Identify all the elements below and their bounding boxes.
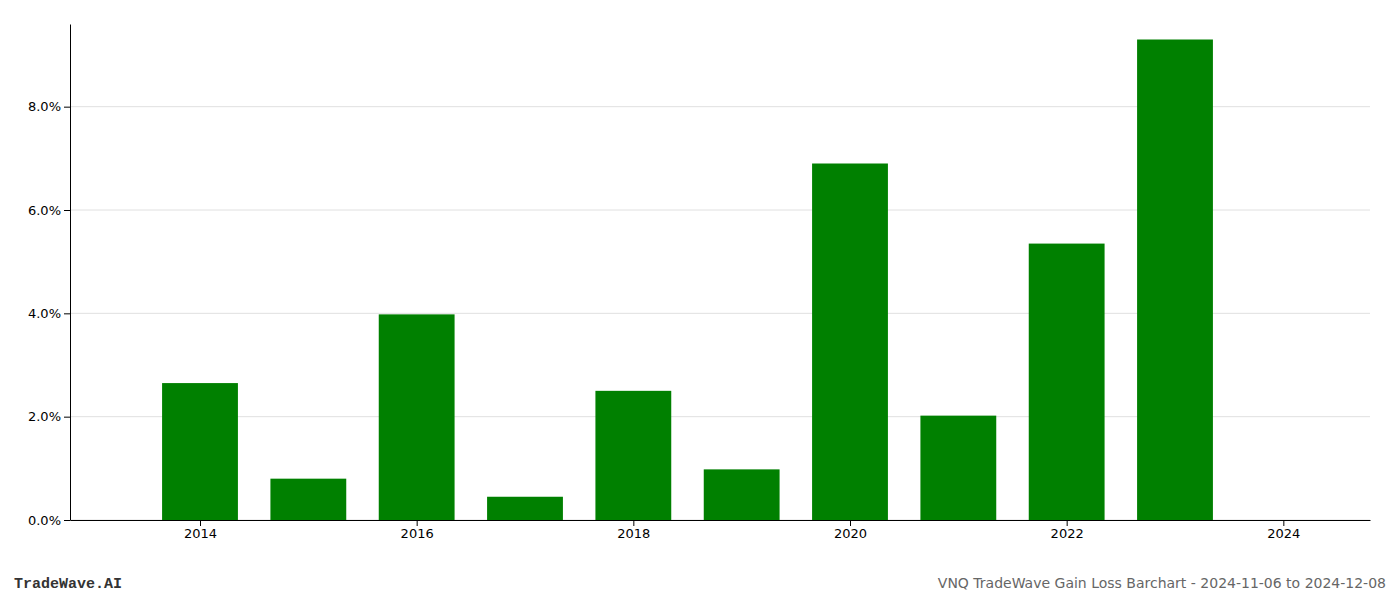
y-tick: 8.0%: [28, 99, 70, 114]
y-axis-line: [70, 25, 71, 521]
x-tick: 2016: [401, 520, 434, 541]
bar: [1137, 40, 1213, 521]
y-tick-label: 6.0%: [28, 203, 61, 218]
x-tick: 2024: [1267, 520, 1300, 541]
y-tick-mark: [64, 210, 70, 211]
y-tick-label: 2.0%: [28, 409, 61, 424]
x-tick-label: 2022: [1051, 526, 1084, 541]
bar: [1029, 244, 1105, 520]
y-tick-mark: [64, 313, 70, 314]
bar: [704, 469, 780, 520]
x-tick-mark: [1067, 520, 1068, 526]
footer-left: TradeWave.AI: [14, 576, 122, 593]
x-tick-mark: [417, 520, 418, 526]
x-axis-line: [71, 520, 1371, 521]
y-tick: 4.0%: [28, 306, 70, 321]
x-tick-mark: [850, 520, 851, 526]
x-tick-label: 2020: [834, 526, 867, 541]
x-tick-label: 2018: [617, 526, 650, 541]
x-tick-mark: [200, 520, 201, 526]
footer-right: VNQ TradeWave Gain Loss Barchart - 2024-…: [938, 575, 1386, 591]
y-tick: 2.0%: [28, 409, 70, 424]
x-tick-label: 2024: [1267, 526, 1300, 541]
y-tick: 6.0%: [28, 203, 70, 218]
bar: [920, 416, 996, 520]
x-tick-label: 2014: [184, 526, 217, 541]
bar: [487, 497, 563, 520]
x-tick: 2022: [1051, 520, 1084, 541]
y-tick: 0.0%: [28, 513, 70, 528]
y-axis: 0.0% 2.0% 4.0% 6.0% 8.0%: [28, 25, 71, 528]
x-tick-mark: [633, 520, 634, 526]
y-tick-mark: [64, 107, 70, 108]
chart-svg: 2014 2016 2018 2020 2022 2024 0.0% 2.0% 4.0% 6.0%…: [0, 0, 1400, 600]
x-tick: 2020: [834, 520, 867, 541]
bar: [595, 391, 671, 520]
x-tick-label: 2016: [401, 526, 434, 541]
bar: [162, 383, 238, 520]
plot-area: [162, 40, 1213, 521]
bar: [379, 314, 455, 520]
y-tick-label: 4.0%: [28, 306, 61, 321]
y-tick-mark: [64, 520, 70, 521]
x-axis: 2014 2016 2018 2020 2022 2024: [71, 520, 1371, 541]
bar: [270, 479, 346, 520]
x-tick: 2014: [184, 520, 217, 541]
y-tick-label: 8.0%: [28, 99, 61, 114]
y-tick-mark: [64, 417, 70, 418]
footer: TradeWave.AI VNQ TradeWave Gain Loss Barc…: [14, 575, 1386, 593]
y-tick-label: 0.0%: [28, 513, 61, 528]
x-tick-mark: [1283, 520, 1284, 526]
bar: [812, 164, 888, 521]
x-tick: 2018: [617, 520, 650, 541]
chart-container: 2014 2016 2018 2020 2022 2024 0.0% 2.0% 4.0% 6.0%…: [0, 0, 1400, 600]
